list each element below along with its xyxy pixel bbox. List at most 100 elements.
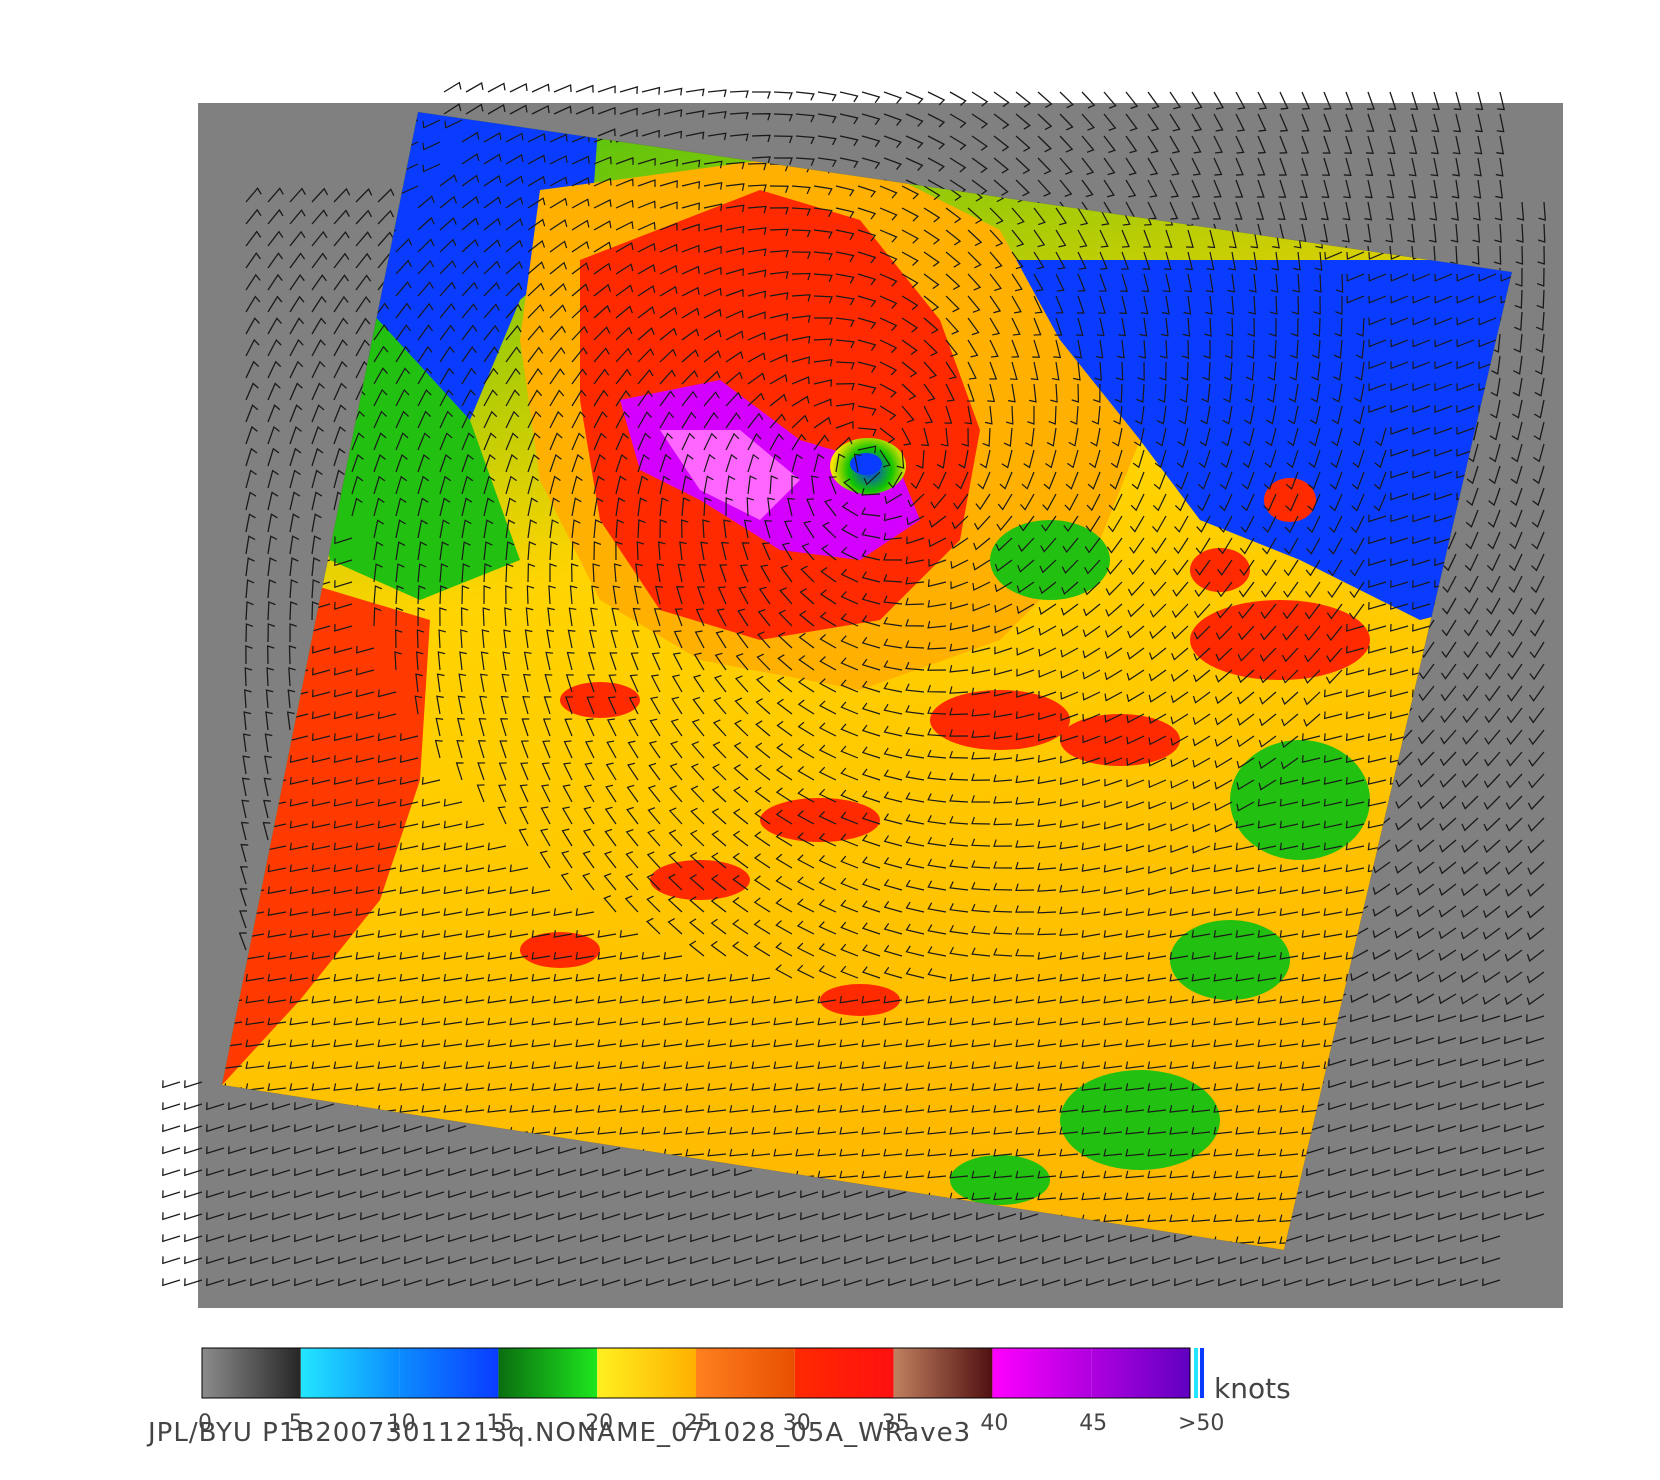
wind-barb (725, 161, 745, 170)
wind-barb (571, 497, 582, 517)
wind-barb (813, 229, 833, 239)
wind-barb (1464, 597, 1479, 615)
wind-barb (1460, 1080, 1479, 1089)
wind-barb (1346, 645, 1365, 654)
wind-barb (775, 897, 793, 913)
wind-barb (791, 376, 810, 385)
wind-barb (206, 1102, 225, 1111)
wind-barb (245, 557, 255, 577)
wind-barb (972, 581, 991, 591)
wind-barb (1106, 537, 1123, 554)
wind-barb (841, 501, 859, 517)
wind-barb (289, 273, 305, 291)
wind-barb (1192, 779, 1211, 790)
wind-barb (751, 91, 771, 99)
wind-barb (637, 157, 656, 166)
wind-barb (888, 1190, 907, 1199)
wind-barb (519, 784, 529, 803)
wind-barb (646, 1234, 665, 1243)
wind-barb (338, 1168, 357, 1177)
wind-barb (1126, 735, 1145, 745)
wind-barb (311, 886, 331, 895)
wind-barb (1108, 1256, 1127, 1265)
wind-barb (1416, 1168, 1435, 1177)
wind-barb (242, 755, 251, 775)
wind-barb (443, 81, 462, 93)
wind-barb (476, 784, 485, 803)
wind-barb (1135, 405, 1145, 425)
wind-barb (487, 1083, 507, 1091)
wind-barb (1323, 995, 1343, 1004)
wind-barb (1235, 113, 1246, 132)
wind-barb (1147, 1214, 1167, 1223)
wind-barb (967, 229, 983, 247)
wind-barb (421, 1061, 441, 1070)
wind-barb (311, 864, 331, 873)
wind-barb (586, 696, 595, 715)
wind-barb (1323, 1017, 1343, 1026)
wind-barb (1482, 949, 1501, 962)
wind-barb (1147, 91, 1160, 110)
wind-barb (448, 1212, 467, 1221)
wind-barb (1372, 1058, 1391, 1067)
wind-barb (857, 445, 877, 454)
wind-barb (866, 1234, 885, 1243)
wind-barb (692, 696, 705, 715)
wind-barb (637, 475, 649, 495)
wind-barb (663, 87, 683, 96)
wind-barb (1027, 405, 1035, 425)
wind-barb (896, 449, 905, 469)
wind-barb (266, 667, 274, 687)
wind-barb (1281, 647, 1299, 663)
wind-barb (971, 1105, 991, 1113)
wind-barb (1037, 733, 1057, 742)
wind-barb (624, 1190, 643, 1199)
wind-barb (1526, 949, 1545, 962)
wind-barb (690, 1190, 709, 1199)
wind-barb (272, 1146, 291, 1155)
wind-barb (949, 91, 967, 107)
wind-barb (754, 809, 771, 825)
wind-barb (1527, 883, 1545, 897)
wind-barb (819, 678, 837, 693)
wind-barb (681, 411, 697, 429)
wind-barb (312, 645, 331, 654)
wind-barb (916, 449, 925, 469)
wind-barb (1239, 559, 1255, 576)
wind-barb (1394, 1278, 1413, 1287)
wind-barb (1037, 1017, 1057, 1026)
wind-barb (1493, 245, 1502, 265)
wind-barb (500, 695, 509, 715)
wind-barb (1130, 1234, 1149, 1243)
wind-barb (982, 427, 991, 447)
wind-barb (1015, 1061, 1035, 1070)
wind-barb (483, 282, 501, 297)
wind-barb (1213, 1192, 1233, 1201)
wind-barb (971, 708, 991, 717)
wind-barb (1125, 1214, 1145, 1223)
wind-barb (1082, 625, 1101, 638)
wind-barb (311, 601, 320, 621)
wind-barb (509, 1083, 529, 1091)
wind-barb (945, 295, 960, 313)
wind-barb (487, 103, 506, 115)
wind-barb (1235, 908, 1255, 917)
wind-barb (1016, 647, 1035, 656)
wind-barb (351, 432, 365, 451)
wind-barb (741, 542, 750, 561)
wind-barb (930, 493, 947, 509)
wind-barb (861, 157, 881, 170)
wind-barb (883, 1126, 903, 1135)
wind-barb (866, 1212, 885, 1221)
wind-barb (1015, 1148, 1035, 1157)
wind-barb (1482, 1212, 1501, 1221)
wind-barb (1284, 515, 1299, 534)
wind-barb (605, 784, 617, 803)
wind-barb (483, 541, 493, 561)
wind-barb (1015, 840, 1035, 848)
wind-barb (287, 689, 296, 709)
wind-barb (1213, 1105, 1233, 1113)
wind-barb (1478, 339, 1497, 348)
wind-barb (707, 1148, 727, 1157)
wind-barb (791, 335, 811, 344)
